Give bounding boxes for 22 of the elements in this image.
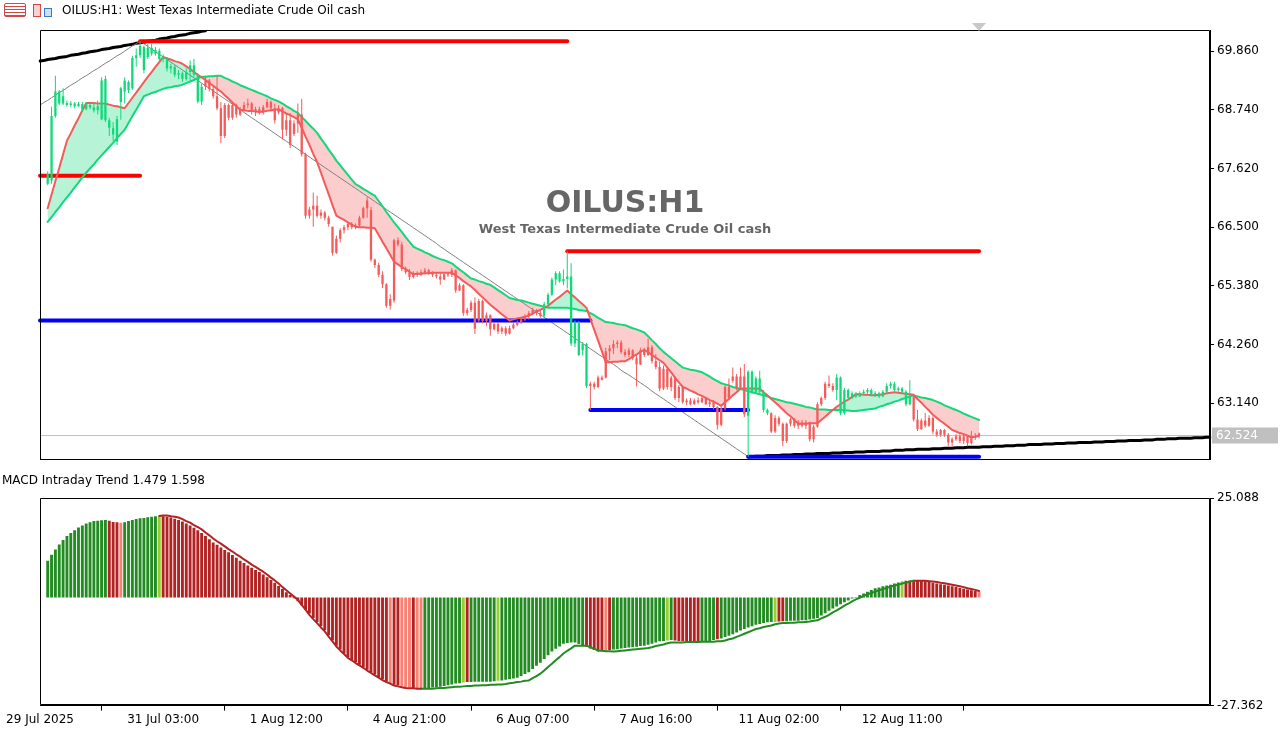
x-tick-label: 4 Aug 21:00 <box>372 711 447 726</box>
chart-title: OILUS:H1: West Texas Intermediate Crude Oil cash <box>62 3 366 17</box>
y-tick-label: 66.500 <box>1217 219 1259 234</box>
x-tick-label: 7 Aug 16:00 <box>619 711 693 726</box>
y-tick-label: 64.260 <box>1217 336 1259 351</box>
y-tick-label: 67.620 <box>1217 160 1259 175</box>
x-tick-label: 1 Aug 12:00 <box>249 711 323 726</box>
x-tick-label: 31 Jul 03:00 <box>127 711 200 726</box>
y-tick-label: 65.380 <box>1217 277 1259 292</box>
y-tick-label: 69.860 <box>1217 43 1259 58</box>
y-tick-label: 25.088 <box>1217 490 1259 505</box>
y-tick-label: 68.740 <box>1217 101 1259 116</box>
x-tick-label: 29 Jul 2025 <box>6 711 74 726</box>
x-tick-label: 11 Aug 02:00 <box>738 711 820 726</box>
y-tick-label: 63.140 <box>1217 395 1259 410</box>
x-tick-label: 12 Aug 11:00 <box>861 711 943 726</box>
chart-title: MACD Intraday Trend 1.479 1.598 <box>2 473 205 487</box>
annotation: West Texas Intermediate Crude Oil cash <box>478 221 772 237</box>
ref-line-label: 62.524 <box>1216 428 1258 443</box>
y-tick-label: -27.362 <box>1217 697 1264 712</box>
annotation: OILUS:H1 <box>545 184 705 220</box>
x-tick-label: 6 Aug 07:00 <box>495 711 570 726</box>
